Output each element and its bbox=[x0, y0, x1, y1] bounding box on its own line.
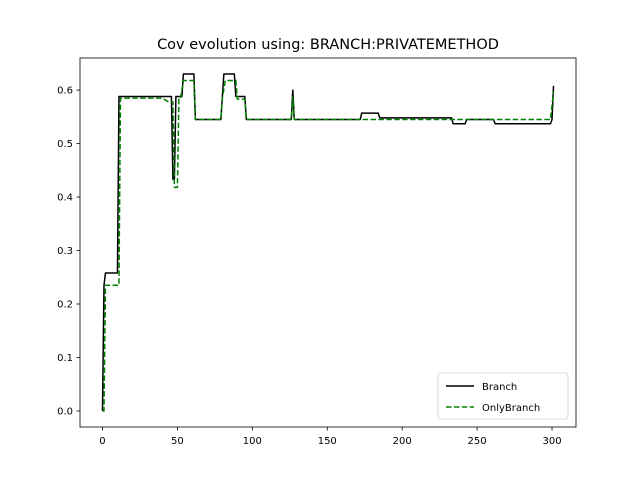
legend-label-onlybranch: OnlyBranch bbox=[482, 403, 540, 414]
x-tick-label: 300 bbox=[542, 436, 561, 447]
x-tick-label: 150 bbox=[318, 436, 337, 447]
y-tick-label: 0.5 bbox=[57, 139, 73, 150]
x-tick-label: 0 bbox=[99, 436, 105, 447]
legend-label-branch: Branch bbox=[482, 382, 517, 393]
x-tick-label: 250 bbox=[468, 436, 487, 447]
plot-frame bbox=[79, 57, 577, 428]
x-tick-label: 200 bbox=[393, 436, 412, 447]
y-tick-label: 0.2 bbox=[57, 300, 73, 311]
plot-area: 0 50 100 150 200 250 300 0.0 0.1 0.2 0.3 0.4 0.5 0.6 B… bbox=[57, 57, 577, 447]
y-tick-label: 0.3 bbox=[57, 246, 73, 257]
y-tick-label: 0.6 bbox=[57, 86, 73, 97]
y-tick-label: 0.4 bbox=[57, 193, 73, 204]
y-tick-label: 0.0 bbox=[57, 407, 73, 418]
chart-title: Cov evolution using: BRANCH:PRIVATEMETHO… bbox=[157, 37, 499, 53]
legend: Branch OnlyBranch bbox=[437, 372, 569, 420]
x-tick-label: 100 bbox=[243, 436, 262, 447]
x-tick-label: 50 bbox=[171, 436, 184, 447]
y-tick-label: 0.1 bbox=[57, 353, 73, 364]
series-line-onlybranch bbox=[102, 79, 555, 412]
